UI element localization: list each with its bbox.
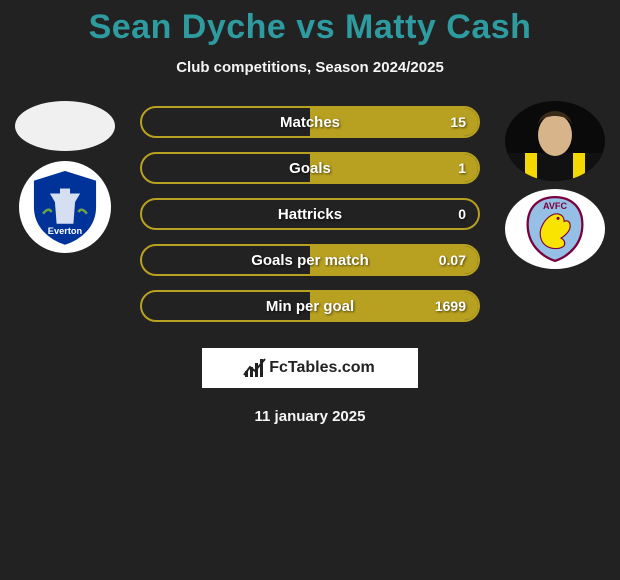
brand-text: FcTables.com — [269, 359, 375, 377]
left-player-column: Everton — [10, 101, 120, 253]
stat-label: Min per goal — [142, 298, 478, 315]
svg-text:Everton: Everton — [48, 226, 83, 236]
right-player-column: AVFC — [500, 101, 610, 269]
comparison-panel: Everton AVFC — [0, 106, 620, 336]
page-title: Sean Dyche vs Matty Cash — [0, 0, 620, 47]
stat-value-right: 1 — [458, 160, 466, 176]
stat-row: Goals1 — [140, 152, 480, 184]
bar-chart-icon — [245, 359, 263, 377]
stat-bars: Matches15 Goals1 Hattricks0 Goals per match… — [140, 106, 480, 336]
right-player-photo — [505, 101, 605, 181]
stat-row: Goals per match0.07 — [140, 244, 480, 276]
stat-label: Goals per match — [142, 252, 478, 269]
everton-crest-icon: Everton — [23, 165, 107, 249]
subtitle: Club competitions, Season 2024/2025 — [0, 59, 620, 76]
brand-box[interactable]: FcTables.com — [202, 348, 418, 388]
right-club-logo: AVFC — [505, 189, 605, 269]
stat-value-right: 0 — [458, 206, 466, 222]
stat-label: Goals — [142, 160, 478, 177]
stat-value-right: 15 — [450, 114, 466, 130]
stat-value-right: 0.07 — [439, 252, 466, 268]
stat-label: Hattricks — [142, 206, 478, 223]
stat-row: Hattricks0 — [140, 198, 480, 230]
left-player-photo — [15, 101, 115, 151]
stat-value-right: 1699 — [435, 298, 466, 314]
stat-label: Matches — [142, 114, 478, 131]
stat-row: Min per goal1699 — [140, 290, 480, 322]
left-club-logo: Everton — [19, 161, 111, 253]
date-line: 11 january 2025 — [0, 408, 620, 425]
aston-villa-crest-icon: AVFC — [510, 191, 600, 267]
stat-row: Matches15 — [140, 106, 480, 138]
svg-text:AVFC: AVFC — [543, 201, 568, 211]
